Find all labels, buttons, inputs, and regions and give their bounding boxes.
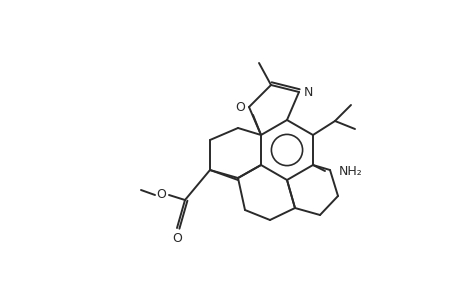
Text: O: O: [172, 232, 182, 244]
Text: O: O: [235, 100, 245, 113]
Text: O: O: [156, 188, 166, 202]
Text: N: N: [302, 85, 312, 98]
Text: NH₂: NH₂: [338, 164, 362, 178]
